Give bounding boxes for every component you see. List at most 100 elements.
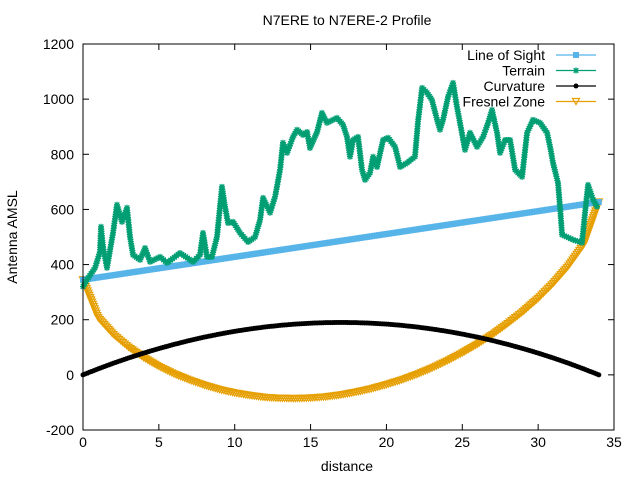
data-point <box>418 368 428 377</box>
data-point <box>472 340 483 349</box>
data-point <box>526 125 533 132</box>
data-point <box>394 377 404 385</box>
data-point <box>587 190 594 197</box>
legend-label: Curvature <box>484 78 546 94</box>
data-point <box>403 374 413 382</box>
data-point <box>271 196 278 203</box>
y-tick-label: 1200 <box>43 36 74 52</box>
data-point <box>370 153 377 160</box>
data-point <box>589 194 596 201</box>
data-point <box>570 236 577 243</box>
data-point <box>153 255 160 262</box>
data-point <box>431 362 441 371</box>
data-point <box>585 181 592 188</box>
y-tick-label: -200 <box>46 422 74 438</box>
data-point <box>91 264 98 271</box>
data-point <box>322 117 329 124</box>
data-point <box>321 115 328 122</box>
data-point <box>446 89 453 96</box>
data-point <box>142 247 149 254</box>
data-point <box>459 348 469 357</box>
data-point <box>523 303 533 312</box>
data-point <box>520 306 530 315</box>
data-point <box>516 309 526 318</box>
data-point <box>471 137 478 144</box>
data-point <box>445 91 452 98</box>
data-point <box>497 147 504 154</box>
data-point <box>120 214 127 221</box>
data-point <box>267 209 274 216</box>
data-point <box>527 123 534 130</box>
legend-marker <box>573 52 579 58</box>
data-point <box>284 149 291 156</box>
data-point <box>528 299 538 308</box>
data-point <box>119 216 126 223</box>
data-point <box>371 157 378 164</box>
data-point <box>485 119 492 126</box>
data-point <box>535 119 542 126</box>
data-point <box>384 380 394 389</box>
data-point <box>146 256 153 263</box>
data-point <box>401 374 411 383</box>
data-point <box>497 149 504 156</box>
data-point <box>381 381 391 389</box>
data-point <box>425 365 435 374</box>
data-point <box>342 129 349 136</box>
data-point <box>340 123 347 130</box>
data-point <box>94 255 101 262</box>
data-point <box>572 237 579 244</box>
data-point <box>472 139 479 146</box>
data-point <box>264 203 271 210</box>
data-point <box>423 366 433 375</box>
data-point <box>331 115 338 122</box>
data-point <box>543 284 553 293</box>
data-point <box>497 324 507 332</box>
data-point <box>491 328 501 337</box>
data-point <box>489 329 500 338</box>
data-point <box>265 205 272 212</box>
y-axis-label: Antenna AMSL <box>4 190 20 284</box>
data-point <box>545 283 555 291</box>
series-line-of-sight <box>80 198 602 283</box>
plot-frame <box>82 43 615 431</box>
data-point <box>414 370 424 378</box>
data-point <box>485 117 492 124</box>
data-point <box>319 111 326 118</box>
data-point <box>94 258 101 265</box>
data-point <box>536 291 547 300</box>
data-point <box>469 342 479 351</box>
x-tick-label: 20 <box>379 434 395 450</box>
legend-label: Line of Sight <box>467 47 545 63</box>
data-point <box>588 192 595 199</box>
data-point <box>436 360 446 369</box>
data-point <box>152 361 162 370</box>
data-point <box>383 135 390 142</box>
data-point <box>567 235 574 242</box>
data-point <box>465 345 475 353</box>
data-point <box>289 136 296 143</box>
series-curvature <box>80 319 602 378</box>
data-point <box>310 136 317 143</box>
data-point <box>137 256 144 263</box>
data-point <box>288 138 295 145</box>
data-point <box>542 286 552 295</box>
y-tick-label: 400 <box>51 257 75 273</box>
data-point <box>559 231 566 238</box>
data-point <box>586 186 593 193</box>
data-point <box>596 372 602 378</box>
data-point <box>469 133 476 140</box>
data-point <box>530 297 540 306</box>
data-point <box>457 349 467 358</box>
data-point <box>286 143 293 150</box>
data-point <box>508 315 519 324</box>
data-point <box>287 140 294 147</box>
data-point <box>563 233 570 240</box>
data-point <box>144 251 151 258</box>
data-point <box>471 341 481 350</box>
data-point <box>311 134 318 141</box>
data-point <box>390 378 400 387</box>
y-tick-label: 600 <box>51 201 75 217</box>
legend-marker <box>573 83 579 89</box>
data-point <box>528 121 535 128</box>
